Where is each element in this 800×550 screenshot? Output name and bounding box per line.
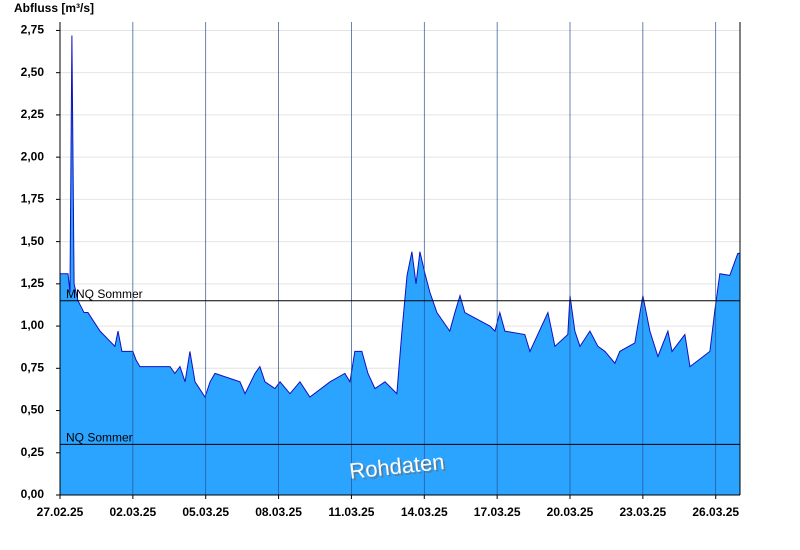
y-tick-label: 0,50 xyxy=(21,403,45,417)
x-tick-label: 14.03.25 xyxy=(401,505,448,519)
y-tick-label: 1,75 xyxy=(21,192,45,206)
x-tick-label: 11.03.25 xyxy=(328,505,374,519)
area-fill xyxy=(60,35,740,495)
y-tick-label: 2,00 xyxy=(21,149,45,163)
x-tick-label: 05.03.25 xyxy=(182,505,229,519)
y-tick-label: 0,25 xyxy=(21,445,45,459)
y-tick-label: 0,75 xyxy=(21,360,45,374)
x-tick-label: 08.03.25 xyxy=(255,505,302,519)
y-tick-label: 1,25 xyxy=(21,276,45,290)
y-tick-label: 1,50 xyxy=(21,234,45,248)
x-tick-label: 23.03.25 xyxy=(619,505,666,519)
y-tick-label: 0,00 xyxy=(21,487,45,501)
x-tick-label: 02.03.25 xyxy=(109,505,156,519)
y-tick-label: 1,00 xyxy=(21,318,45,332)
reference-label: NQ Sommer xyxy=(66,430,133,444)
x-tick-label: 17.03.25 xyxy=(474,505,521,519)
x-tick-label: 27.02.25 xyxy=(37,505,84,519)
reference-label: MNQ Sommer xyxy=(66,287,143,301)
y-tick-label: 2,25 xyxy=(21,107,45,121)
y-tick-label: 2,75 xyxy=(21,23,45,37)
x-tick-label: 20.03.25 xyxy=(547,505,594,519)
y-tick-label: 2,50 xyxy=(21,65,45,79)
x-tick-label: 26.03.25 xyxy=(692,505,739,519)
y-axis-title: Abfluss [m³/s] xyxy=(14,1,94,15)
area-line xyxy=(60,35,740,399)
